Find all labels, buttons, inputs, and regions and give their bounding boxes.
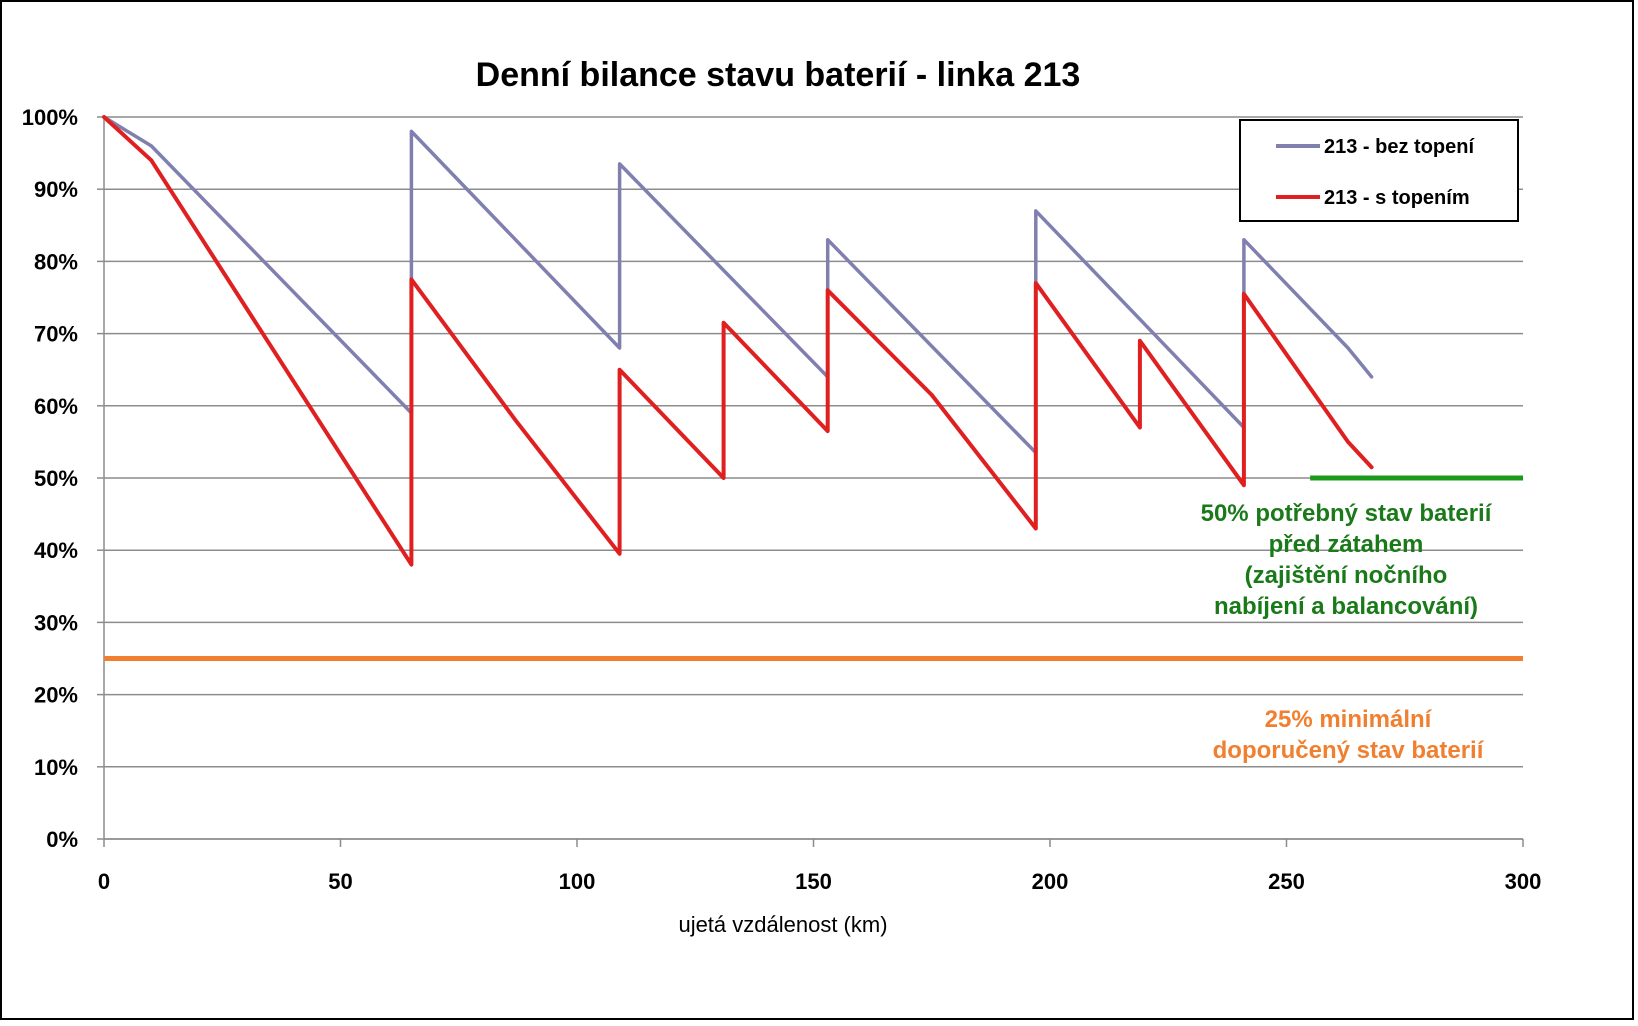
series-line-s-topenim xyxy=(102,115,1374,567)
x-tick-label: 300 xyxy=(1505,869,1542,894)
y-tick-label: 80% xyxy=(34,249,78,274)
annotation-50-line-4: nabíjení a balancování) xyxy=(1214,593,1478,620)
series-line-bez-topeni xyxy=(102,115,1374,455)
x-axis-ticks: 0 50 100 150 200 250 300 xyxy=(98,839,1541,894)
chart-title: Denní bilance stavu baterií - linka 213 xyxy=(476,56,1081,94)
annotation-50-line-1: 50% potřebný stav baterií xyxy=(1201,500,1493,527)
y-tick-label: 90% xyxy=(34,177,78,202)
y-axis-ticks: 0% 10% 20% 30% 40% 50% 60% 70% 80% 90% 100% xyxy=(22,105,78,852)
annotation-50-line-2: před zátahem xyxy=(1269,531,1424,558)
reference-lines xyxy=(104,475,1523,661)
legend-box xyxy=(1239,119,1519,222)
annotation-25-line-1: 25% minimální xyxy=(1265,706,1433,733)
y-tick-label: 100% xyxy=(22,105,78,130)
x-tick-label: 50 xyxy=(328,869,352,894)
x-tick-label: 200 xyxy=(1032,869,1069,894)
y-tick-label: 0% xyxy=(46,827,78,852)
legend-label-bez-topeni: 213 - bez topení xyxy=(1324,136,1475,158)
annotation-25-percent: 25% minimální doporučený stav baterií xyxy=(1213,706,1485,764)
y-tick-label: 20% xyxy=(34,683,78,708)
x-axis-label: ujetá vzdálenost (km) xyxy=(678,912,887,937)
annotation-50-percent: 50% potřebný stav baterií před zátahem (… xyxy=(1201,500,1493,620)
x-tick-label: 150 xyxy=(795,869,832,894)
x-tick-label: 250 xyxy=(1268,869,1305,894)
y-tick-label: 70% xyxy=(34,322,78,347)
legend: 213 - bez topení 213 - s topením xyxy=(1239,119,1519,222)
x-tick-label: 100 xyxy=(559,869,596,894)
annotation-50-line-3: (zajištění nočního xyxy=(1245,562,1448,589)
x-tick-label: 0 xyxy=(98,869,110,894)
y-tick-label: 50% xyxy=(34,466,78,491)
y-tick-label: 40% xyxy=(34,538,78,563)
y-tick-label: 30% xyxy=(34,610,78,635)
series-lines xyxy=(102,115,1374,567)
annotation-25-line-2: doporučený stav baterií xyxy=(1213,737,1485,764)
y-tick-label: 10% xyxy=(34,755,78,780)
legend-label-s-topenim: 213 - s topením xyxy=(1324,187,1470,209)
y-tick-label: 60% xyxy=(34,394,78,419)
